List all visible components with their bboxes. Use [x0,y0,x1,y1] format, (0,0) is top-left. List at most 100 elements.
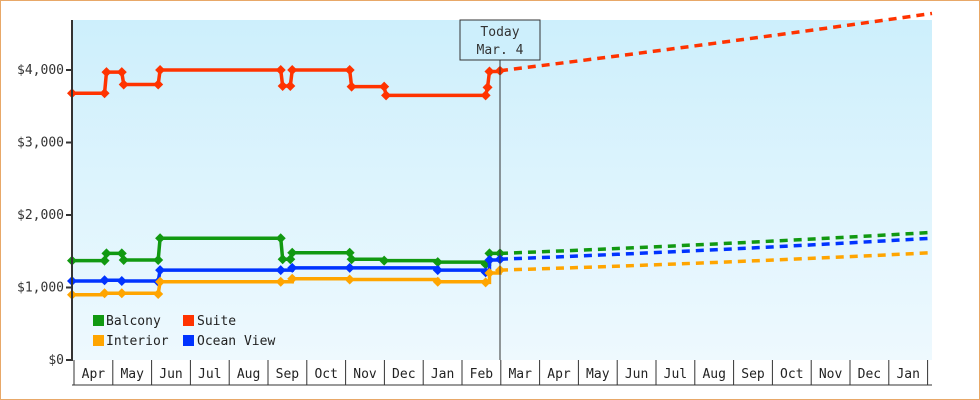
data-point[interactable] [275,233,286,244]
data-point[interactable] [99,275,110,286]
data-point[interactable] [155,265,166,276]
x-tick-label: Dec [858,367,881,382]
x-tick-label: Sep [741,367,765,382]
series-interior [67,250,933,300]
data-point[interactable] [275,65,286,75]
x-tick-label: Jul [664,367,687,382]
data-point[interactable] [379,81,390,92]
legend-item-ocean-view[interactable]: Ocean View [183,334,275,349]
x-tick-label: Sep [276,367,300,382]
data-point[interactable] [432,265,443,276]
y-tick-label: $3,000 [17,136,64,151]
data-point[interactable] [346,81,357,92]
data-point[interactable] [480,90,491,101]
x-tick-label: May [120,367,144,382]
legend-swatch-balcony [93,315,104,326]
data-point[interactable] [344,247,355,258]
legend-label-balcony: Balcony [106,314,161,329]
data-point[interactable] [482,82,493,93]
series-lines [67,11,933,300]
legend-label-interior: Interior [106,334,169,349]
x-tick-label: Oct [780,367,803,382]
data-point[interactable] [287,273,298,284]
data-point[interactable] [155,233,166,244]
data-point[interactable] [118,254,129,265]
x-tick-label: Dec [392,367,415,382]
data-point[interactable] [432,257,443,268]
x-tick-label: May [586,367,610,382]
data-point[interactable] [287,247,298,258]
data-point[interactable] [118,79,129,90]
data-point[interactable] [153,289,164,300]
data-point[interactable] [480,277,491,288]
legend-swatch-ocean-view [183,335,194,346]
x-tick-label: Nov [819,367,843,382]
x-tick-label: Jan [431,367,454,382]
x-tick-label: Feb [470,367,494,382]
data-point[interactable] [116,288,127,299]
x-tick-label: Jul [198,367,221,382]
data-point[interactable] [116,275,127,286]
data-point[interactable] [99,88,110,99]
series-suite [67,11,933,101]
data-point[interactable] [275,265,286,276]
x-tick-label: Nov [353,367,377,382]
x-tick-label: Jun [159,367,182,382]
data-point[interactable] [381,90,392,101]
data-point[interactable] [153,79,164,90]
forecast-line [499,230,933,256]
legend-item-balcony[interactable]: Balcony [93,314,161,329]
data-point[interactable] [484,268,495,278]
data-point[interactable] [285,80,296,91]
data-point[interactable] [344,262,355,273]
x-tick-label: Aug [702,367,725,382]
today-label-line1: Today [480,25,519,40]
legend-label-suite: Suite [197,314,236,329]
data-point[interactable] [101,248,112,259]
x-tick-label: Mar [508,367,532,382]
data-point[interactable] [484,66,495,77]
y-tick-label: $0 [48,353,64,368]
data-point[interactable] [277,80,288,91]
data-point[interactable] [99,255,110,266]
data-point[interactable] [153,254,164,265]
data-point[interactable] [432,276,443,287]
x-tick-label: Apr [82,367,106,382]
legend-item-interior[interactable]: Interior [93,334,169,349]
plot-area [72,20,932,360]
data-point[interactable] [344,274,355,285]
x-tick-label: Jan [896,367,919,382]
data-point[interactable] [116,67,127,78]
data-point[interactable] [379,255,390,266]
data-point[interactable] [101,67,112,78]
data-point[interactable] [155,65,166,75]
data-point[interactable] [346,254,357,265]
legend-swatch-interior [93,335,104,346]
forecast-line [499,236,933,261]
data-point[interactable] [344,65,355,75]
data-point[interactable] [287,262,298,273]
data-point[interactable] [155,276,166,287]
today-label-line2: Mar. 4 [477,43,524,58]
today-marker: Today Mar. 4 [459,19,541,360]
forecast-line [499,11,933,73]
series-balcony [67,230,933,270]
x-tick-label: Jun [625,367,648,382]
x-tick-label: Apr [547,367,571,382]
legend-swatch-suite [183,315,194,326]
data-point[interactable] [484,254,495,265]
legend: Balcony Suite Interior Ocean View [93,314,275,349]
data-point[interactable] [275,276,286,287]
legend-item-suite[interactable]: Suite [183,314,236,329]
today-label-box [459,19,541,61]
data-point[interactable] [484,248,495,259]
data-point[interactable] [277,254,288,265]
y-tick-label: $2,000 [17,208,64,223]
y-tick-label: $4,000 [17,63,64,78]
forecast-line [499,250,933,272]
legend-label-ocean-view: Ocean View [197,334,275,349]
x-tick-label: Oct [314,367,337,382]
data-point[interactable] [287,65,298,75]
data-point[interactable] [99,288,110,299]
